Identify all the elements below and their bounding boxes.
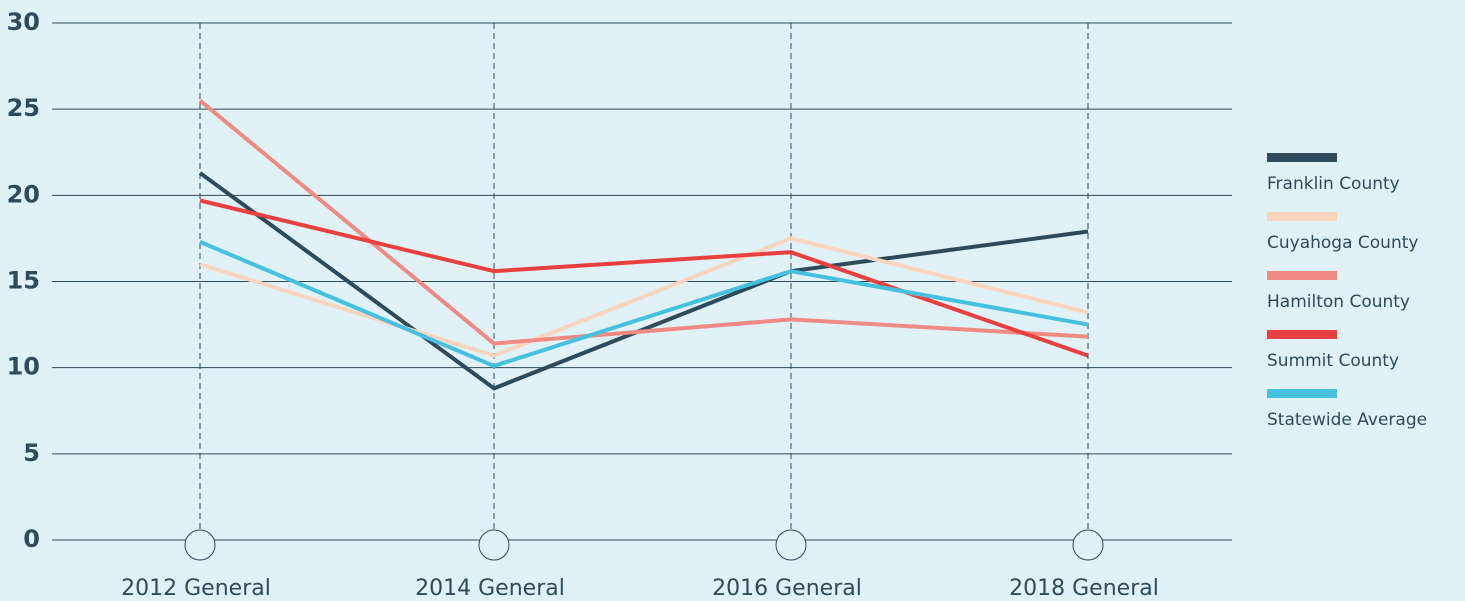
legend-label: Statewide Average [1267, 410, 1427, 430]
x-tick-label: 2014 General [415, 576, 565, 601]
y-tick-label: 20 [7, 180, 40, 208]
series-line [198, 99, 1089, 346]
x-marker [775, 529, 807, 561]
x-marker [1072, 529, 1104, 561]
legend-swatch [1267, 271, 1337, 280]
legend-label: Summit County [1267, 351, 1399, 371]
legend-swatch [1267, 212, 1337, 221]
y-tick-label: 15 [7, 267, 40, 295]
x-tick-label: 2018 General [1009, 576, 1159, 601]
y-tick-label: 5 [23, 439, 40, 467]
x-tick-label: 2016 General [712, 576, 862, 601]
series-line [199, 240, 1089, 369]
x-tick-label: 2012 General [121, 576, 271, 601]
y-tick-label: 30 [7, 8, 40, 36]
legend-swatch [1267, 153, 1337, 162]
y-tick-label: 0 [23, 525, 40, 553]
series-line [199, 198, 1089, 358]
legend-label: Franklin County [1267, 174, 1400, 194]
y-tick-label: 25 [7, 94, 40, 122]
series-line [199, 236, 1089, 358]
legend-label: Cuyahoga County [1267, 233, 1418, 253]
x-marker [478, 529, 510, 561]
legend-label: Hamilton County [1267, 292, 1410, 312]
x-marker [184, 529, 216, 561]
legend-swatch [1267, 389, 1337, 398]
y-tick-label: 10 [7, 353, 40, 381]
legend-swatch [1267, 330, 1337, 339]
